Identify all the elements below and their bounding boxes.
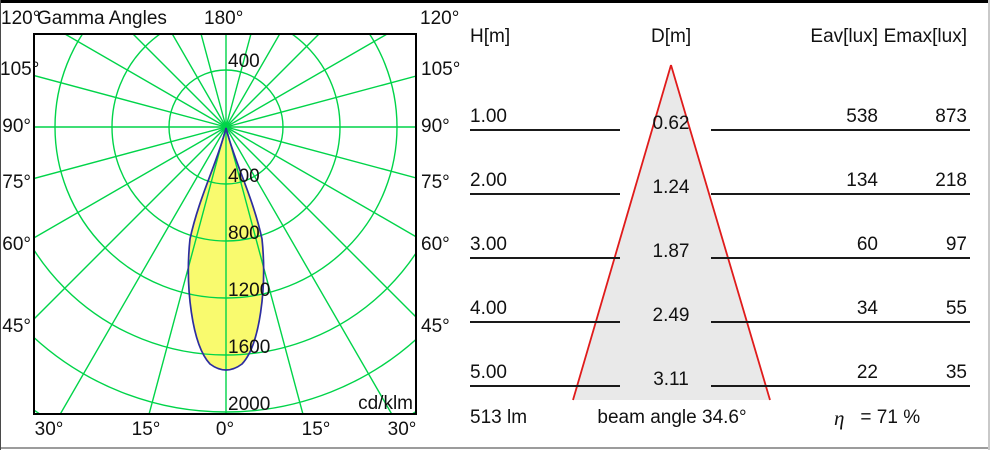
polar-grid-ray: [33, 126, 227, 321]
emax-value: 218: [935, 170, 967, 191]
polar-grid-ray: [225, 33, 391, 128]
d-value: 3.11: [653, 369, 689, 390]
row-line-right: [711, 385, 970, 387]
row-line-right: [711, 321, 970, 323]
efficiency-value: = 71 %: [860, 407, 921, 428]
polar-diagram: 400 400 800 1200 1600 2000 cd/klm: [33, 33, 417, 415]
row-line-left: [470, 385, 620, 387]
header-height: H[m]: [470, 26, 511, 47]
gamma-bottom-15R: 15°: [301, 419, 331, 440]
unit-label: cd/klm: [358, 393, 413, 414]
gamma-left-60: 60°: [2, 234, 31, 255]
gamma-right-60: 60°: [421, 234, 450, 255]
row-line-right: [711, 129, 970, 131]
row-line-left: [470, 129, 620, 131]
emax-value: 35: [945, 362, 967, 383]
beam-cone-edge-right: [670, 64, 771, 401]
row-line-right: [711, 193, 970, 195]
intensity-lobe-outline: [187, 127, 265, 371]
eav-value: 134: [846, 170, 878, 191]
header-emax: Emax[lux]: [883, 26, 967, 47]
gamma-left-45: 45°: [2, 316, 31, 337]
polar-plot-border: [33, 33, 417, 415]
d-value: 1.24: [652, 177, 690, 198]
header-eav: Eav[lux]: [810, 26, 878, 47]
frame-top-border: [0, 0, 990, 3]
ring-label-1600: 1600: [228, 337, 270, 358]
polar-grid-ray: [33, 74, 227, 128]
polar-grid-ray: [225, 33, 321, 128]
h-value: 4.00: [470, 298, 507, 319]
row-line-left: [470, 321, 620, 323]
polar-grid-ray: [225, 33, 252, 128]
beam-cone-edge-left: [572, 64, 672, 401]
polar-grid-ray: [225, 126, 417, 239]
d-value: 1.87: [652, 241, 690, 262]
gamma-left-105: 105°: [0, 59, 40, 80]
gamma-left-75: 75°: [2, 172, 31, 193]
h-value: 5.00: [470, 362, 507, 383]
polar-grid-ray: [225, 75, 417, 128]
d-value: 2.49: [652, 305, 690, 326]
eav-value: 34: [856, 298, 878, 319]
frame-right-border: [988, 0, 990, 450]
polar-grid-ray: [200, 33, 227, 128]
emax-value: 873: [935, 106, 967, 127]
beam-angle-value: beam angle 34.6°: [597, 407, 747, 428]
ring-label-2000: 2000: [228, 394, 270, 415]
polar-grid-ray: [225, 126, 304, 415]
gamma-right-75: 75°: [421, 172, 450, 193]
polar-grid-ray: [225, 33, 282, 128]
header-diameter: D[m]: [651, 26, 692, 47]
h-value: 2.00: [470, 170, 507, 191]
polar-grid-ray: [131, 33, 227, 128]
gamma-corner-label-right: 120°: [420, 8, 460, 29]
polar-grid-ray: [225, 126, 417, 319]
gamma-bottom-0: 0°: [215, 419, 235, 440]
row-line-left: [470, 257, 620, 259]
ring-label-1200: 1200: [228, 280, 270, 301]
gamma-right-105: 105°: [421, 59, 461, 80]
emax-value: 55: [945, 298, 967, 319]
eav-value: 22: [856, 362, 878, 383]
polar-grid-ray: [58, 126, 227, 415]
h-value: 1.00: [470, 106, 507, 127]
polar-grid-ray: [148, 126, 227, 415]
polar-grid-ray: [225, 126, 394, 415]
eta-symbol: η: [834, 406, 845, 430]
gamma-corner-label-left: 120°: [1, 8, 41, 29]
ring-label-800: 800: [228, 223, 260, 244]
d-value: 0.62: [652, 113, 690, 134]
frame-left-border: [0, 0, 1, 450]
gamma-bottom-30R: 30°: [387, 419, 417, 440]
polar-grid-ray: [61, 33, 227, 128]
h-value: 3.00: [470, 234, 507, 255]
beam-cone-diagram: [572, 64, 771, 401]
beam-cone-fill: [573, 65, 770, 400]
ring-label-400: 400: [228, 166, 260, 187]
gamma-right-45: 45°: [421, 316, 450, 337]
gamma-bottom-15L: 15°: [131, 419, 161, 440]
emax-value: 97: [945, 234, 967, 255]
polar-grid-ray: [225, 126, 417, 179]
polar-grid-ray: [33, 126, 227, 240]
row-line-right: [711, 257, 970, 259]
luminous-flux-value: 513 lm: [470, 407, 528, 428]
eav-value: 538: [846, 106, 878, 127]
gamma-right-90: 90°: [421, 116, 450, 137]
eav-value: 60: [856, 234, 878, 255]
gamma-top-center-label: 180°: [204, 8, 244, 29]
polar-grid: [33, 33, 417, 415]
efficiency-group: η = 71 %: [834, 407, 920, 429]
gamma-left-90: 90°: [2, 116, 31, 137]
ring-label-top-400: 400: [228, 51, 260, 72]
polar-chart-title: Gamma Angles: [37, 8, 167, 29]
frame-bottom-border: [0, 447, 990, 449]
gamma-bottom-30L: 30°: [34, 419, 64, 440]
polar-grid-ray: [170, 33, 227, 128]
polar-grid-ray: [33, 126, 227, 180]
row-line-left: [470, 193, 620, 195]
